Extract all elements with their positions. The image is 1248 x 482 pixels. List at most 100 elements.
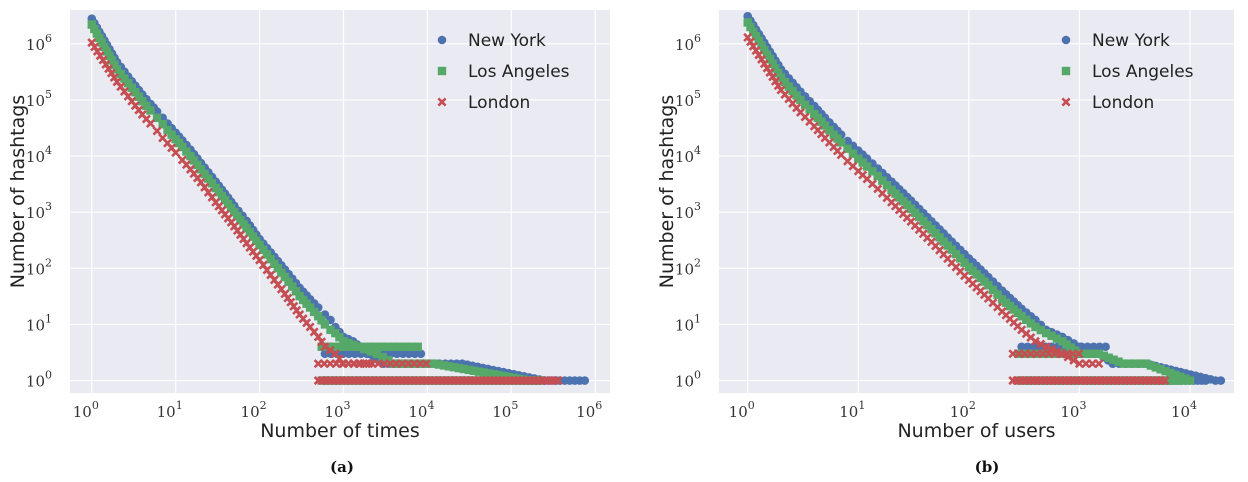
data-point	[437, 97, 447, 107]
data-point	[1031, 322, 1040, 332]
data-point	[1083, 342, 1092, 352]
data-point	[429, 359, 439, 368]
legend-item: Los Angeles	[1061, 62, 1194, 82]
data-point	[207, 179, 217, 188]
data-point	[204, 174, 213, 183]
data-point	[92, 29, 102, 38]
data-point	[392, 349, 402, 359]
data-point	[266, 254, 275, 264]
data-point	[762, 50, 772, 59]
data-point	[127, 83, 137, 92]
data-point	[309, 307, 319, 317]
data-point	[854, 154, 863, 163]
x-tick-label: 104	[408, 399, 434, 421]
x-tick-label: 102	[950, 399, 976, 421]
x-tick-label: 101	[839, 399, 865, 421]
data-point	[252, 236, 261, 245]
data-point	[878, 176, 887, 185]
data-point	[843, 144, 852, 153]
data-point	[1026, 319, 1036, 328]
data-point	[776, 73, 786, 82]
y-tick-label: 101	[26, 312, 52, 334]
y-tick-label: 105	[675, 88, 701, 110]
data-point	[489, 370, 498, 379]
data-point	[1022, 315, 1031, 325]
data-point	[751, 32, 761, 41]
data-point	[754, 36, 764, 46]
data-point	[820, 121, 830, 130]
data-point	[291, 287, 301, 296]
y-tick-label: 103	[26, 200, 52, 222]
data-point	[407, 342, 416, 351]
data-point	[87, 20, 96, 29]
data-point	[805, 105, 814, 114]
data-point	[182, 147, 191, 156]
chart-b-svg: 100 101 102 103 104 100 101 102 103 104 105 106 Numb…	[656, 10, 1234, 476]
data-point	[200, 169, 209, 179]
data-point	[105, 51, 114, 61]
data-point	[377, 342, 386, 351]
y-axis-label: Number of hashtags	[7, 95, 29, 288]
data-point	[110, 60, 119, 70]
data-point	[1061, 66, 1071, 76]
data-point	[1080, 349, 1089, 358]
data-point	[1104, 353, 1113, 362]
data-point	[580, 376, 590, 385]
data-point	[120, 74, 129, 83]
data-point	[365, 342, 374, 351]
data-point	[378, 352, 387, 362]
data-point	[780, 77, 790, 87]
data-point	[280, 272, 290, 282]
data-point	[353, 342, 362, 351]
data-point	[400, 359, 409, 368]
x-axis-label: Number of users	[897, 420, 1055, 442]
data-point	[836, 150, 846, 160]
y-axis-label: Number of hashtags	[656, 95, 678, 288]
data-point	[993, 290, 1002, 299]
data-point	[434, 360, 444, 369]
data-point	[960, 258, 969, 267]
data-point	[242, 223, 251, 233]
data-point	[305, 303, 315, 312]
legend-item: London	[1061, 93, 1154, 113]
data-point	[350, 349, 360, 359]
data-point	[1066, 343, 1076, 352]
y-tick-label: 105	[26, 88, 52, 110]
data-point	[988, 285, 998, 295]
data-point	[95, 33, 104, 43]
data-point	[1146, 361, 1156, 370]
data-point	[171, 148, 181, 158]
data-point	[102, 47, 112, 56]
data-point	[947, 245, 956, 254]
data-point	[553, 376, 563, 386]
data-point	[882, 181, 892, 190]
data-point	[858, 158, 867, 167]
chart-panel-a: 100 101 102 103 104 105 106 100 101 102 103 104 105 1…	[7, 10, 610, 476]
data-point	[107, 56, 117, 65]
data-layer	[743, 11, 1226, 386]
chart-caption: (a)	[330, 458, 354, 476]
data-point	[1119, 359, 1128, 368]
data-point	[765, 55, 775, 64]
data-point	[479, 368, 488, 377]
data-point	[383, 342, 392, 351]
y-tick-label: 103	[675, 200, 701, 222]
data-point	[245, 228, 255, 237]
data-point	[1036, 339, 1046, 349]
data-point	[1166, 368, 1175, 378]
y-tick-label: 102	[26, 256, 52, 278]
data-point	[459, 364, 469, 374]
chart-panel-b: 100 101 102 103 104 100 101 102 103 104 105 106 Numb…	[624, 0, 1248, 482]
data-point	[771, 64, 780, 73]
data-point	[825, 125, 834, 135]
data-point	[90, 24, 99, 34]
data-point	[800, 100, 810, 109]
legend-label: Los Angeles	[468, 62, 570, 82]
data-point	[1036, 325, 1045, 335]
data-point	[454, 363, 464, 373]
data-point	[248, 232, 258, 241]
legend-item: New York	[437, 31, 546, 51]
data-point	[366, 347, 375, 356]
data-point	[270, 259, 279, 269]
data-point	[848, 149, 858, 158]
